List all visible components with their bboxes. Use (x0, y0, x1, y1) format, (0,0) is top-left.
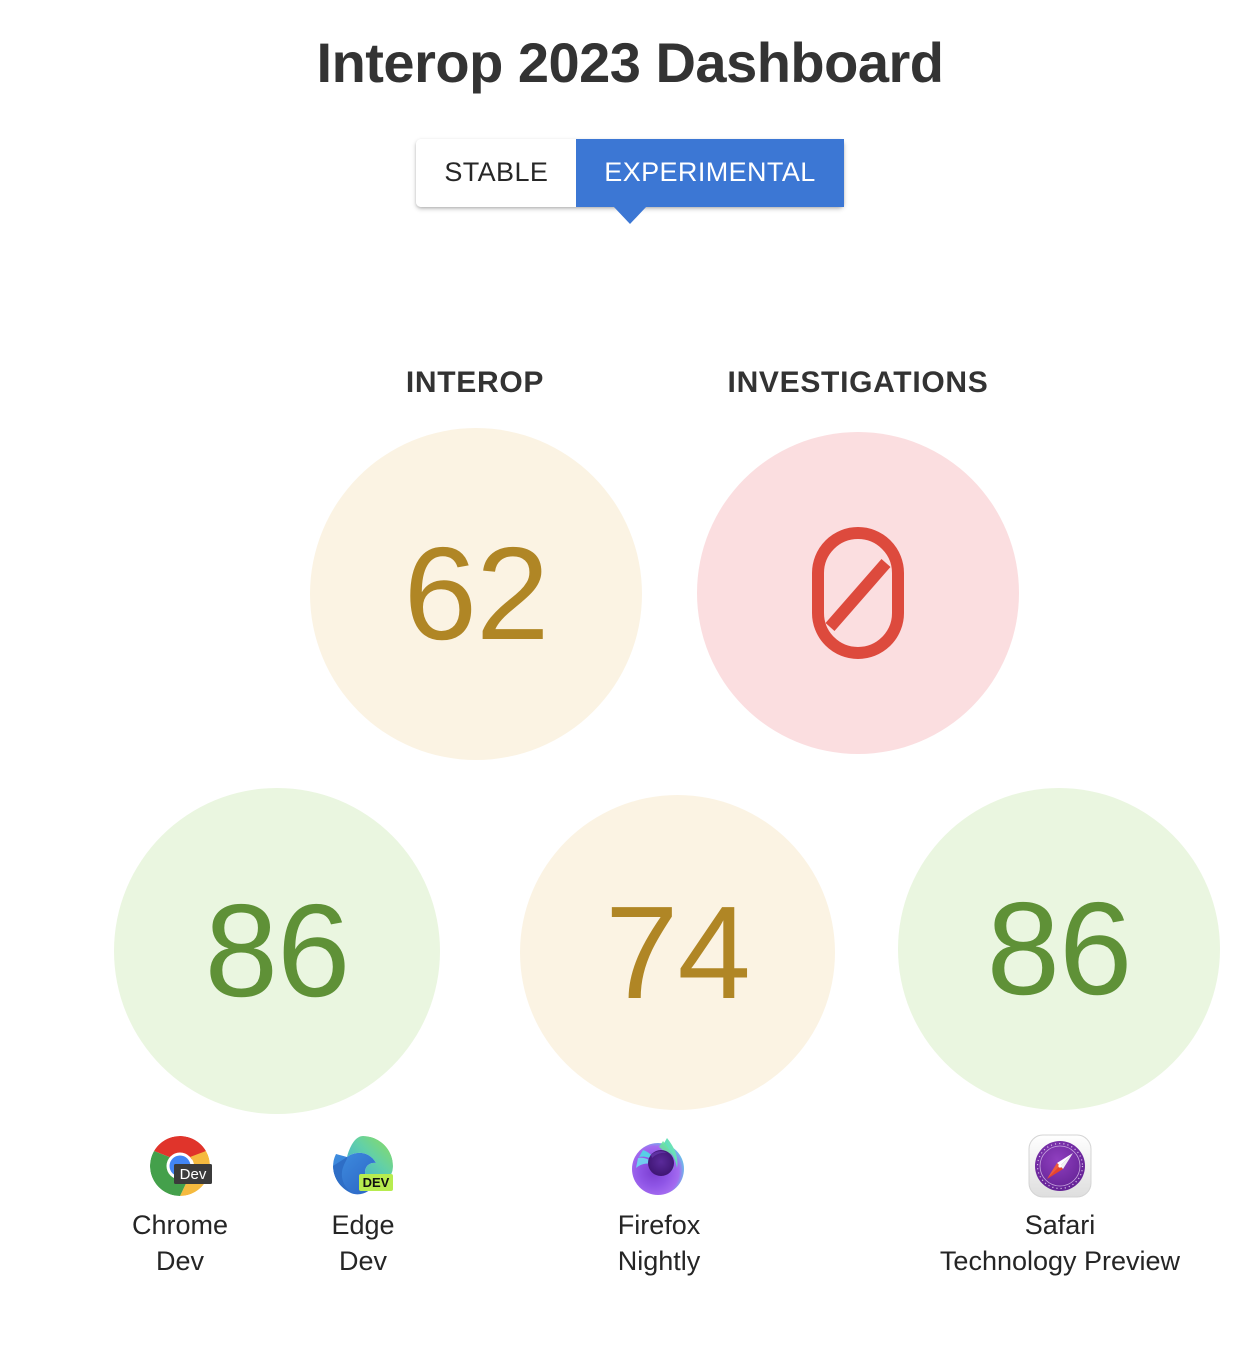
section-header-investigations: INVESTIGATIONS (727, 366, 989, 399)
section-header-row: INTEROP INVESTIGATIONS (0, 368, 1260, 412)
browser-legend: Dev Chrome Dev (0, 1132, 1260, 1332)
score-circle-investigations[interactable] (697, 432, 1019, 754)
tab-group: STABLE EXPERIMENTAL (416, 139, 844, 225)
score-circle-firefox[interactable]: 74 (520, 795, 835, 1110)
browser-legend-label-firefox-nightly: Firefox Nightly (617, 1210, 701, 1276)
section-header-interop: INTEROP (405, 366, 545, 399)
score-circle-chrome-edge[interactable]: 86 (114, 788, 440, 1114)
svg-text:Dev: Dev (180, 1166, 207, 1183)
browser-legend-item-chrome-dev[interactable]: Dev Chrome Dev (100, 1132, 260, 1280)
tab-experimental[interactable]: EXPERIMENTAL (576, 139, 844, 208)
page-title: Interop 2023 Dashboard (316, 31, 944, 94)
tab-stable[interactable]: STABLE (416, 139, 577, 208)
view-mode-switcher: STABLE EXPERIMENTAL (0, 139, 1260, 225)
score-value-interop: 62 (403, 520, 550, 667)
score-circle-interop[interactable]: 62 (310, 428, 642, 760)
browser-legend-label-safari-technology-preview: Safari Technology Preview (939, 1210, 1181, 1276)
score-value-investigations (808, 523, 908, 663)
slashed-zero-glyph-icon (812, 527, 904, 659)
svg-text:DEV: DEV (363, 1175, 390, 1190)
firefox-nightly-icon (625, 1132, 693, 1200)
score-value-chrome-edge: 86 (204, 877, 351, 1024)
safari-technology-preview-icon (1026, 1132, 1094, 1200)
score-circle-safari[interactable]: 86 (898, 788, 1220, 1110)
browser-legend-item-safari-technology-preview[interactable]: Safari Technology Preview (880, 1132, 1240, 1280)
score-value-safari: 86 (986, 875, 1133, 1022)
active-tab-pointer-icon (613, 206, 647, 225)
browser-legend-item-firefox-nightly[interactable]: Firefox Nightly (578, 1132, 740, 1280)
browser-legend-label-edge-dev: Edge Dev (331, 1210, 395, 1276)
edge-dev-icon: DEV (329, 1132, 397, 1200)
browser-legend-item-edge-dev[interactable]: DEV Edge Dev (283, 1132, 443, 1280)
chrome-dev-icon: Dev (146, 1132, 214, 1200)
browser-legend-label-chrome-dev: Chrome Dev (131, 1210, 229, 1276)
score-value-firefox: 74 (605, 878, 751, 1026)
